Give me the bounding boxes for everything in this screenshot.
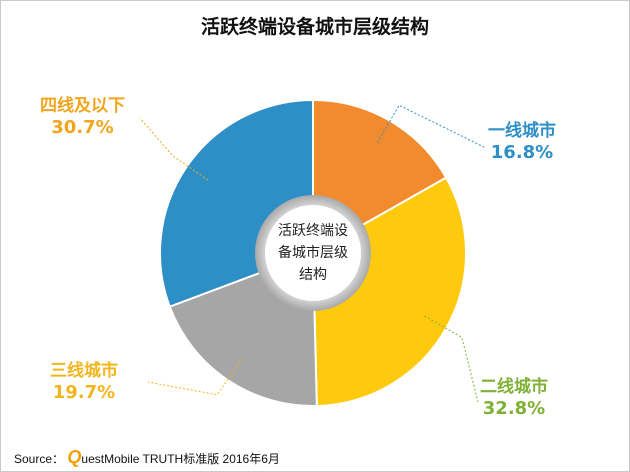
slice-value-tier4: 30.7% — [51, 117, 114, 138]
slice-label-tier4: 四线及以下 30.7% — [40, 95, 125, 139]
center-label-line-2: 备城市层级 — [278, 244, 348, 261]
center-disc — [265, 205, 361, 301]
slice-name-tier1: 一线城市 — [488, 121, 556, 141]
slice-label-tier2: 二线城市 32.8% — [480, 376, 548, 420]
source-prefix: Source： — [14, 452, 65, 466]
slice-value-tier2: 32.8% — [482, 398, 546, 419]
slice-name-tier2: 二线城市 — [480, 377, 548, 397]
chart-title: 活跃终端设备城市层级结构 — [200, 16, 429, 38]
slice-name-tier3: 三线城市 — [50, 361, 118, 381]
center-label-line-3: 结构 — [299, 267, 327, 283]
source-text: uestMobile TRUTH标准版 2016年6月 — [81, 452, 280, 466]
source-note: Source： QuestMobile TRUTH标准版 2016年6月 — [14, 447, 280, 468]
leader-line-tier4 — [139, 117, 209, 181]
center-label-line-1: 活跃终端设 — [278, 223, 348, 239]
slice-value-tier1: 16.8% — [490, 142, 554, 163]
questmobile-logo-q: Q — [67, 447, 82, 467]
slice-label-tier3: 三线城市 19.7% — [50, 360, 118, 404]
slice-value-tier3: 19.7% — [52, 382, 116, 403]
slice-label-tier1: 一线城市 16.8% — [488, 120, 556, 164]
slice-name-tier4: 四线及以下 — [40, 96, 125, 116]
leader-line-tier3 — [147, 358, 242, 396]
